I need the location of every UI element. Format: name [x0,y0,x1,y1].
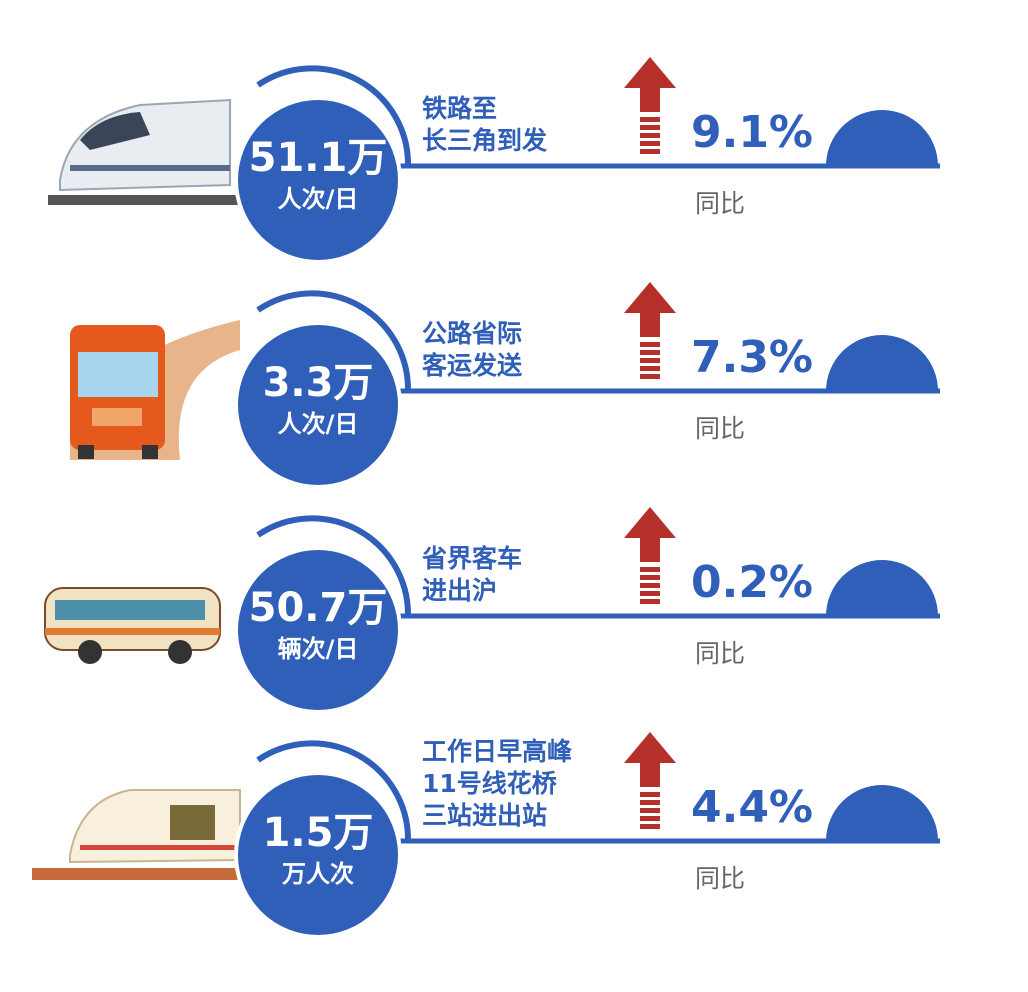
up-arrow [624,732,676,787]
label: 公路省际 [422,319,522,348]
compare: 同比 [695,189,745,218]
value: 51.1万 [249,135,388,181]
change: 4.4% [691,782,813,833]
arrow-bar [640,141,660,146]
bus-wheel [78,445,94,459]
arrow-bar [640,149,660,154]
label: 省界客车 [421,544,522,573]
arrow-bar [640,350,660,355]
value-circle [234,321,402,489]
value: 1.5万 [263,810,374,856]
track [48,195,238,205]
train-stripe [70,165,230,171]
ring-arc [256,740,412,842]
arrow-bar [640,567,660,572]
label: 进出沪 [422,576,497,605]
unit: 人次/日 [278,185,359,213]
label: 11号线花桥 [422,769,557,798]
value: 50.7万 [249,585,388,631]
ring-arc [256,515,412,617]
arrow-bar [640,599,660,604]
coach-wheel [168,640,192,664]
arrow-bar [640,125,660,130]
semicircle [826,560,938,616]
metro-window [170,805,215,840]
arrow-bar [640,792,660,797]
ring-arc [256,290,412,392]
coach-wheel [78,640,102,664]
arrow-bar [640,591,660,596]
compare: 同比 [695,864,745,893]
label: 铁路至 [422,94,497,123]
value-circle [234,96,402,264]
track [32,868,242,880]
arrow-bar [640,808,660,813]
change: 0.2% [691,557,813,608]
change: 9.1% [691,107,813,158]
arrow-bar [640,824,660,829]
compare: 同比 [695,639,745,668]
arrow-bar [640,117,660,122]
ring-arc [256,65,412,167]
label: 长三角到发 [422,126,547,155]
compare: 同比 [695,414,745,443]
up-arrow [624,282,676,337]
semicircle [826,110,938,166]
bus-grille [92,408,142,426]
value: 3.3万 [263,360,374,406]
label: 客运发送 [422,351,522,380]
arrow-bar [640,374,660,379]
coach-stripe [45,628,220,635]
unit: 辆次/日 [278,635,359,663]
value-circle [234,546,402,714]
label: 三站进出站 [422,801,547,830]
unit: 万人次 [282,860,354,888]
arrow-bar [640,342,660,347]
semicircle [826,785,938,841]
train-window [80,112,150,150]
up-arrow [624,57,676,112]
coach-windows [55,600,205,620]
bus-wheel [142,445,158,459]
arrow-bar [640,800,660,805]
semicircle [826,335,938,391]
label: 工作日早高峰 [422,737,572,766]
value-circle [234,771,402,939]
arrow-bar [640,366,660,371]
arrow-bar [640,133,660,138]
up-arrow [624,507,676,562]
metro-stripe [80,845,240,850]
arrow-bar [640,816,660,821]
arrow-bar [640,583,660,588]
bus-window [78,352,158,397]
change: 7.3% [691,332,813,383]
arrow-bar [640,358,660,363]
unit: 人次/日 [278,410,359,438]
arrow-bar [640,575,660,580]
